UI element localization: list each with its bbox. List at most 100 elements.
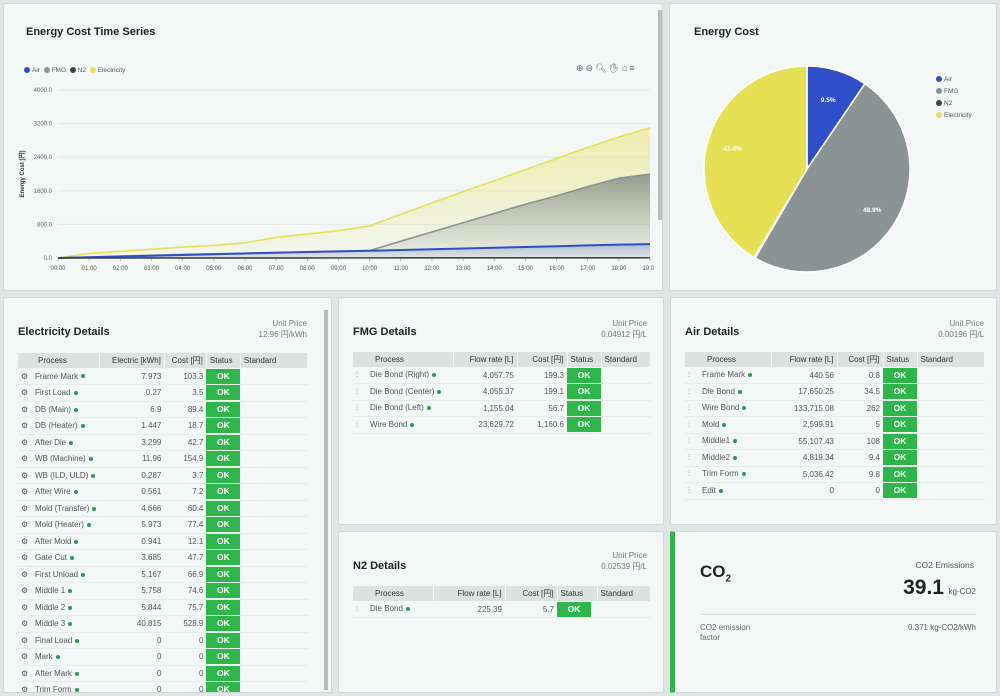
table-row[interactable]: ⫶ Die Bond (Center) 4,055.37 199.1 OK [353,383,651,401]
home-icon[interactable]: ⌂ [621,63,630,73]
timeseries-scrollbar[interactable] [658,10,662,220]
table-row[interactable]: ⚙ Trim Form 0 0 OK [18,681,308,692]
col-standard[interactable]: Standard [917,352,985,367]
standard-cell [240,582,308,600]
legend-item-fmg[interactable]: FMG [43,67,66,74]
col-cost[interactable]: Cost [円] [505,586,558,601]
table-row[interactable]: ⚙ After Wire 0.561 7.2 OK [18,483,308,501]
status-cell: OK [883,416,917,434]
table-row[interactable]: ⫶ Die Bond 17,650.25 34.5 OK [685,383,985,401]
table-row[interactable]: ⫶ Middle1 55,107.43 108 OK [685,433,985,450]
col-standard[interactable]: Standard [597,586,651,601]
status-cell: OK [206,450,241,468]
table-row[interactable]: ⚙ Final Load 0 0 OK [18,632,308,649]
col-standard[interactable]: Standard [240,353,309,368]
table-row[interactable]: ⚙ Mold (Heater) 5.973 77.4 OK [18,516,308,534]
table-row[interactable]: ⚙ DB (Main) 6.9 89.4 OK [18,401,308,418]
table-row[interactable]: ⫶ Die Bond (Right) 4,057.75 199.3 OK [353,367,651,384]
gear-icon: ⚙ [21,569,29,579]
table-row[interactable]: ⚙ After Die 3.299 42.7 OK [18,434,308,451]
table-row[interactable]: ⫶ Trim Form 5,036.42 9.8 OK [685,466,985,483]
status-badge: OK [206,599,241,615]
table-row[interactable]: ⚙ WB (ILD, ULD) 0.287 3.7 OK [18,467,308,484]
col-flow[interactable]: Flow rate [L] [453,352,518,367]
status-dot [737,389,742,394]
status-cell: OK [206,467,241,484]
table-row[interactable]: ⫶ Middle2 4,819.34 9.4 OK [685,449,985,467]
pie-chart[interactable]: 9.5% 48.9% 41.4% [700,62,920,282]
col-cost[interactable]: Cost [円] [164,353,207,368]
zoom-out-icon[interactable]: ⊖ [585,63,596,73]
value-cell: 0.561 [99,483,165,501]
pie-slice-electricity[interactable] [703,65,808,259]
table-row[interactable]: ⚙ First Unload 5.167 66.9 OK [18,566,308,583]
col-process[interactable]: Process [18,353,100,368]
menu-icon[interactable]: ≡ [629,63,637,73]
col-status[interactable]: Status [883,352,918,367]
col-status[interactable]: Status [567,352,602,367]
table-row[interactable]: ⚙ Middle 1 5.758 74.6 OK [18,582,308,600]
col-status[interactable]: Status [557,586,598,601]
standard-cell [917,383,985,401]
table-row[interactable]: ⚙ Middle 3 40.815 528.9 OK [18,615,308,633]
pie-legend-electricity[interactable]: Electricity [936,110,972,122]
table-row[interactable]: ⫶ Die Bond (Left) 1,155.04 56.7 OK [353,400,651,417]
table-row[interactable]: ⚙ Gate Cut 3.685 47.7 OK [18,549,308,567]
process-name: WB (ILD, ULD) [35,470,89,480]
pan-icon[interactable]: ✋︎ [608,63,622,73]
table-row[interactable]: ⫶ Frame Mark 440.56 0.8 OK [685,367,985,384]
table-row[interactable]: ⚙ After Mold 0.941 12.1 OK [18,533,308,550]
status-badge: OK [206,533,241,549]
zoom-in-icon[interactable]: ⊕ [576,63,586,73]
table-row[interactable]: ⚙ DB (Heater) 1.447 18.7 OK [18,417,308,435]
legend-item-n2[interactable]: N2 [69,67,86,74]
table-row[interactable]: ⚙ Middle 2 5.844 75.7 OK [18,599,308,616]
status-badge: OK [206,665,241,681]
col-process[interactable]: Process [353,352,454,367]
col-cost[interactable]: Cost [円] [837,352,884,367]
pie-legend: Air FMG N2 Electricity [936,74,972,122]
flow-icon: ⫶ [688,469,690,479]
col-standard[interactable]: Standard [601,352,651,367]
col-flow[interactable]: Flow rate [L] [771,352,838,367]
gear-icon: ⚙ [21,520,29,530]
table-row[interactable]: ⚙ After Mark 0 0 OK [18,665,308,682]
table-row[interactable]: ⫶ Die Bond 225.39 5.7 OK [353,601,651,618]
table-row[interactable]: ⚙ Frame Mark 7.973 103.3 OK [18,368,308,385]
table-row[interactable]: ⚙ First Load 0.27 3.5 OK [18,384,308,402]
process-cell: ⫶ Middle1 [685,433,771,450]
timeseries-chart[interactable]: 0.0 800.0 1600.0 2400.0 3200.0 4000.0 Energy C… [14,82,654,291]
status-cell: OK [883,466,917,483]
pie-slice-fmg[interactable] [754,82,911,273]
value-cell: 0 [99,648,165,666]
pie-legend-n2[interactable]: N2 [936,98,972,110]
pie-legend-fmg[interactable]: FMG [936,86,972,98]
legend-item-electricity[interactable]: Electricity [89,67,125,74]
standard-cell [240,401,308,418]
cost-cell: 3.7 [164,467,207,484]
table-row[interactable]: ⫶ Mold 2,599.91 5 OK [685,416,985,434]
standard-cell [917,367,985,384]
electricity-scrollbar[interactable] [324,310,328,690]
col-flow[interactable]: Flow rate [L] [433,586,506,601]
pie-legend-air[interactable]: Air [936,74,972,86]
table-row[interactable]: ⫶ Edit 0 0 OK [685,482,985,500]
col-cost[interactable]: Cost [円] [517,352,568,367]
table-row[interactable]: ⫶ Wire Bond 23,629.72 1,160.6 OK [353,416,651,434]
table-row[interactable]: ⫶ Wire Bond 133,715.08 262 OK [685,400,985,417]
table-row[interactable]: ⚙ Mark 0 0 OK [18,648,308,666]
table-row[interactable]: ⚙ WB (Machine) 11.96 154.9 OK [18,450,308,468]
col-electric[interactable]: Electric [kWh] [99,353,165,368]
col-status[interactable]: Status [206,353,241,368]
col-process[interactable]: Process [685,352,772,367]
col-process[interactable]: Process [353,586,434,601]
x-tick-label: 05:00 [206,266,222,272]
table-row[interactable]: ⚙ Mold (Transfer) 4.666 60.4 OK [18,500,308,517]
flow-icon: ⫶ [356,370,358,379]
legend-item-air[interactable]: Air [24,67,40,74]
y-tick-label: 0.0 [44,256,53,262]
cost-cell: 74.6 [164,582,207,600]
gear-icon: ⚙ [21,421,29,431]
value-cell: 1,155.04 [453,400,517,417]
magnify-icon[interactable]: 🔍︎ [595,63,609,73]
